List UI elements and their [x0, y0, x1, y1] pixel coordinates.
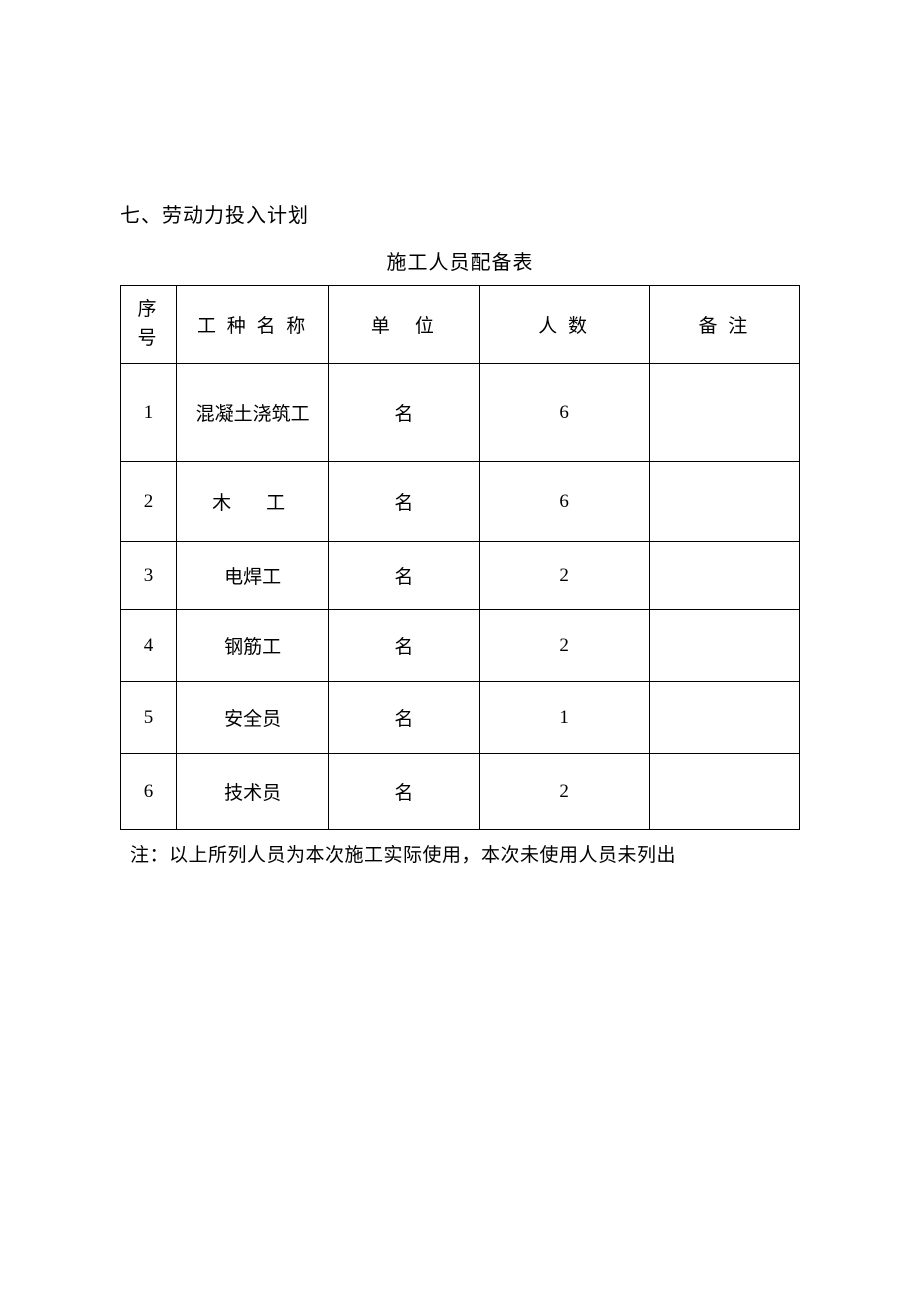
cell-count: 6 — [479, 462, 649, 542]
cell-seq: 6 — [121, 754, 177, 830]
col-header-seq-line1: 序 — [121, 296, 176, 325]
cell-remark — [649, 754, 799, 830]
cell-count: 2 — [479, 542, 649, 610]
table-row: 1 混凝土浇筑工 名 6 — [121, 364, 800, 462]
col-header-unit: 单 位 — [329, 286, 479, 364]
table-row: 4 钢筋工 名 2 — [121, 610, 800, 682]
cell-job: 技术员 — [177, 754, 329, 830]
personnel-table: 序 号 工 种 名 称 单 位 人 数 备 注 1 混凝土浇筑工 名 6 2 木… — [120, 285, 800, 830]
col-header-count: 人 数 — [479, 286, 649, 364]
cell-seq: 2 — [121, 462, 177, 542]
cell-count: 2 — [479, 610, 649, 682]
table-row: 5 安全员 名 1 — [121, 682, 800, 754]
cell-remark — [649, 462, 799, 542]
cell-seq: 3 — [121, 542, 177, 610]
col-header-seq: 序 号 — [121, 286, 177, 364]
cell-seq: 1 — [121, 364, 177, 462]
table-header-row: 序 号 工 种 名 称 单 位 人 数 备 注 — [121, 286, 800, 364]
cell-unit: 名 — [329, 542, 479, 610]
col-header-seq-line2: 号 — [121, 325, 176, 354]
cell-job: 木 工 — [177, 462, 329, 542]
cell-count: 2 — [479, 754, 649, 830]
cell-unit: 名 — [329, 462, 479, 542]
cell-count: 1 — [479, 682, 649, 754]
col-header-remark: 备 注 — [649, 286, 799, 364]
cell-unit: 名 — [329, 610, 479, 682]
table-footnote: 注：以上所列人员为本次施工实际使用，本次未使用人员未列出 — [120, 840, 800, 867]
table-row: 6 技术员 名 2 — [121, 754, 800, 830]
cell-job: 钢筋工 — [177, 610, 329, 682]
cell-unit: 名 — [329, 754, 479, 830]
section-heading: 七、劳动力投入计划 — [120, 200, 800, 232]
cell-unit: 名 — [329, 364, 479, 462]
table-row: 3 电焊工 名 2 — [121, 542, 800, 610]
cell-job: 安全员 — [177, 682, 329, 754]
cell-seq: 4 — [121, 610, 177, 682]
table-row: 2 木 工 名 6 — [121, 462, 800, 542]
cell-job: 电焊工 — [177, 542, 329, 610]
cell-remark — [649, 364, 799, 462]
cell-unit: 名 — [329, 682, 479, 754]
col-header-job: 工 种 名 称 — [177, 286, 329, 364]
cell-remark — [649, 610, 799, 682]
table-caption: 施工人员配备表 — [120, 246, 800, 275]
cell-remark — [649, 682, 799, 754]
cell-count: 6 — [479, 364, 649, 462]
cell-job: 混凝土浇筑工 — [177, 364, 329, 462]
cell-remark — [649, 542, 799, 610]
cell-seq: 5 — [121, 682, 177, 754]
